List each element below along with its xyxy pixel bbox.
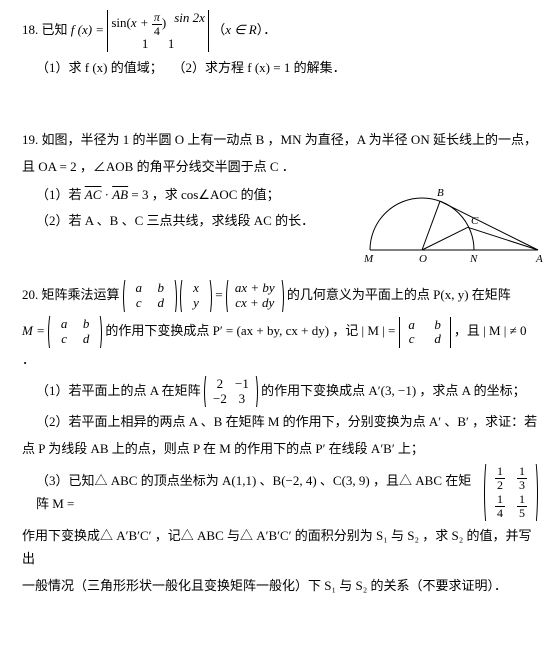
q20-sub3b: 作用下变换成△ A′B′C′ ，记△ ABC 与△ A′B′C′ 的面积分别为 …	[22, 524, 538, 571]
svg-text:A: A	[535, 253, 543, 265]
q20-sub2a: （2）若平面上相异的两点 A 、B 在矩阵 M 的作用下，分别变换为点 A′ 、…	[22, 410, 538, 433]
q19-sub2: （2）若 A 、B 、C 三点共线，求线段 AC 的长．	[22, 209, 322, 232]
q18-num: 18.	[22, 22, 38, 37]
matrix-xy: x y	[180, 280, 212, 312]
q20-sub3a: （3）已知△ ABC 的顶点坐标为 A(1,1) 、B(−2, 4) 、C(3,…	[22, 464, 538, 520]
q19-figure: M O N A B C	[336, 170, 546, 265]
svg-text:B: B	[437, 187, 444, 199]
q18-determinant: sin(x + π4) sin 2x 1 1	[107, 10, 209, 52]
q19-sub1: （1）若 AC · AB = 3 ，求 cos∠AOC 的值；	[22, 183, 322, 206]
svg-text:N: N	[469, 253, 478, 265]
q20-sub1: （1）若平面上的点 A 在矩阵 2−1 −23 的作用下变换成点 A′(3, −…	[22, 376, 538, 408]
q19-l1: 19. 如图，半径为 1 的半圆 O 上有一动点 B ，MN 为直径，A 为半径…	[22, 128, 538, 151]
q20-l2: M = ab cd 的作用下变换成点 P′ = (ax + by, cx + d…	[22, 316, 538, 371]
svg-text:C: C	[471, 215, 479, 227]
matrix-s3: 12 13 14 15	[484, 464, 538, 520]
q20-sub2b: 点 P 为线段 AB 上的点，则点 P 在 M 的作用下的点 P′ 在线段 A′…	[22, 437, 538, 460]
matrix-s1: 2−1 −23	[204, 376, 258, 408]
problem-20: 20. 矩阵乘法运算 ab cd x y = ax + by cx + dy 的…	[22, 280, 538, 597]
q18-subs: （1）求 f (x) 的值域； （2）求方程 f (x) = 1 的解集．	[22, 56, 538, 79]
q18-stem: 18. 已知 f (x) = sin(x + π4) sin 2x 1 1 （x…	[22, 10, 538, 52]
problem-18: 18. 已知 f (x) = sin(x + π4) sin 2x 1 1 （x…	[22, 10, 538, 80]
q20-num: 20.	[22, 287, 38, 302]
q18-func: f (x) =	[71, 22, 104, 37]
q19-num: 19.	[22, 132, 38, 147]
q20-sub3c: 一般情况（三角形形状一般化且变换矩阵一般化）下 S₁ 与 S₂ 的关系（不要求证…	[22, 574, 538, 597]
matrix-M: ab cd	[48, 316, 102, 348]
problem-19: 19. 如图，半径为 1 的半圆 O 上有一动点 B ，MN 为直径，A 为半径…	[22, 128, 538, 233]
matrix-ab: ab cd	[123, 280, 177, 312]
svg-text:O: O	[419, 253, 427, 265]
det-M: ab cd	[399, 317, 451, 348]
matrix-result: ax + by cx + dy	[226, 280, 284, 312]
q20-l1: 20. 矩阵乘法运算 ab cd x y = ax + by cx + dy 的…	[22, 280, 538, 312]
q18-sub2: （2）求方程 f (x) = 1 的解集．	[173, 60, 346, 75]
svg-text:M: M	[363, 253, 374, 265]
q18-sub1: （1）求 f (x) 的值域；	[36, 60, 163, 75]
q18-lead: 已知	[42, 22, 68, 37]
